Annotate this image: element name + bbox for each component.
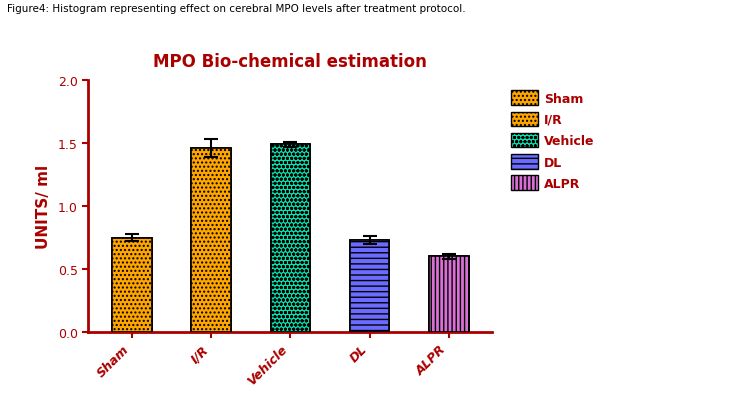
Bar bbox=[191, 149, 231, 332]
Y-axis label: UNITS/ ml: UNITS/ ml bbox=[36, 164, 51, 249]
Bar bbox=[270, 145, 310, 332]
Bar bbox=[270, 145, 310, 332]
Text: Figure4: Histogram representing effect on cerebral MPO levels after treatment pr: Figure4: Histogram representing effect o… bbox=[7, 4, 466, 14]
Title: MPO Bio-chemical estimation: MPO Bio-chemical estimation bbox=[154, 53, 427, 71]
Bar bbox=[429, 257, 469, 332]
Bar bbox=[350, 241, 390, 332]
Bar bbox=[191, 149, 231, 332]
Bar bbox=[429, 257, 469, 332]
Legend: Sham, I/R, Vehicle, DL, ALPR: Sham, I/R, Vehicle, DL, ALPR bbox=[507, 87, 598, 194]
Bar bbox=[112, 238, 151, 332]
Bar bbox=[112, 238, 151, 332]
Bar bbox=[350, 241, 390, 332]
